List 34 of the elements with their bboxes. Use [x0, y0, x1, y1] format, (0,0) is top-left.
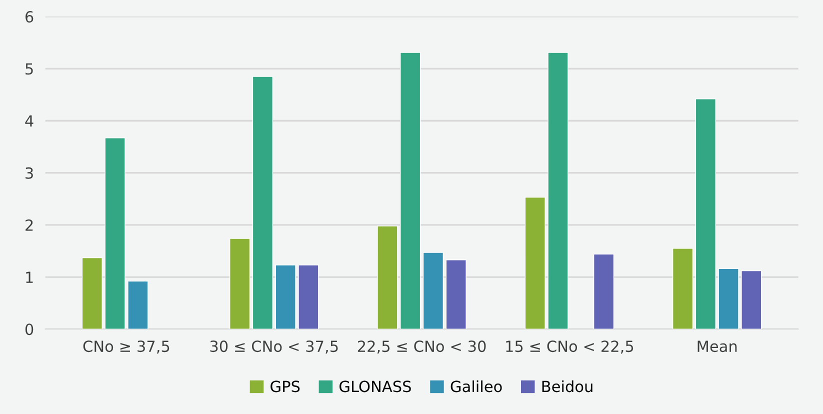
y-tick-label: 4 [25, 115, 34, 127]
legend-label: Beidou [542, 380, 592, 392]
y-tick-label: 3 [26, 167, 33, 179]
bar [741, 270, 762, 330]
bar [252, 76, 274, 330]
bar [524, 196, 546, 330]
bar [229, 238, 250, 330]
bar [695, 98, 716, 330]
y-tick-label: 5 [26, 63, 33, 75]
bar [718, 268, 739, 330]
y-tick-label: 6 [26, 11, 34, 23]
bar [82, 257, 102, 330]
legend-label: Galileo [450, 380, 502, 392]
y-tick-label: 2 [26, 219, 33, 231]
y-tick-label: 1 [26, 272, 33, 283]
x-tick-label: Mean [698, 340, 737, 352]
x-tick-label: 30 ≤ CNo < 37,5 [210, 340, 338, 354]
bar [298, 264, 319, 330]
x-tick-label: 22,5 ≤ CNo < 30 [358, 340, 486, 354]
bar [104, 138, 126, 330]
bar [446, 259, 466, 330]
bar [548, 52, 568, 330]
x-tick-label: 15 ≤ CNo < 22,5 [506, 340, 634, 354]
y-tick-label: 0 [25, 324, 34, 336]
bar [275, 264, 296, 330]
bar [128, 280, 148, 330]
x-tick-label: CNo ≥ 37,5 [83, 340, 170, 354]
legend-label: GLONASS [340, 380, 411, 392]
bar [377, 226, 398, 330]
bar [422, 252, 444, 330]
bar [593, 254, 614, 330]
bar [400, 52, 421, 330]
legend-label: GPS [270, 380, 300, 392]
bar [672, 248, 694, 330]
